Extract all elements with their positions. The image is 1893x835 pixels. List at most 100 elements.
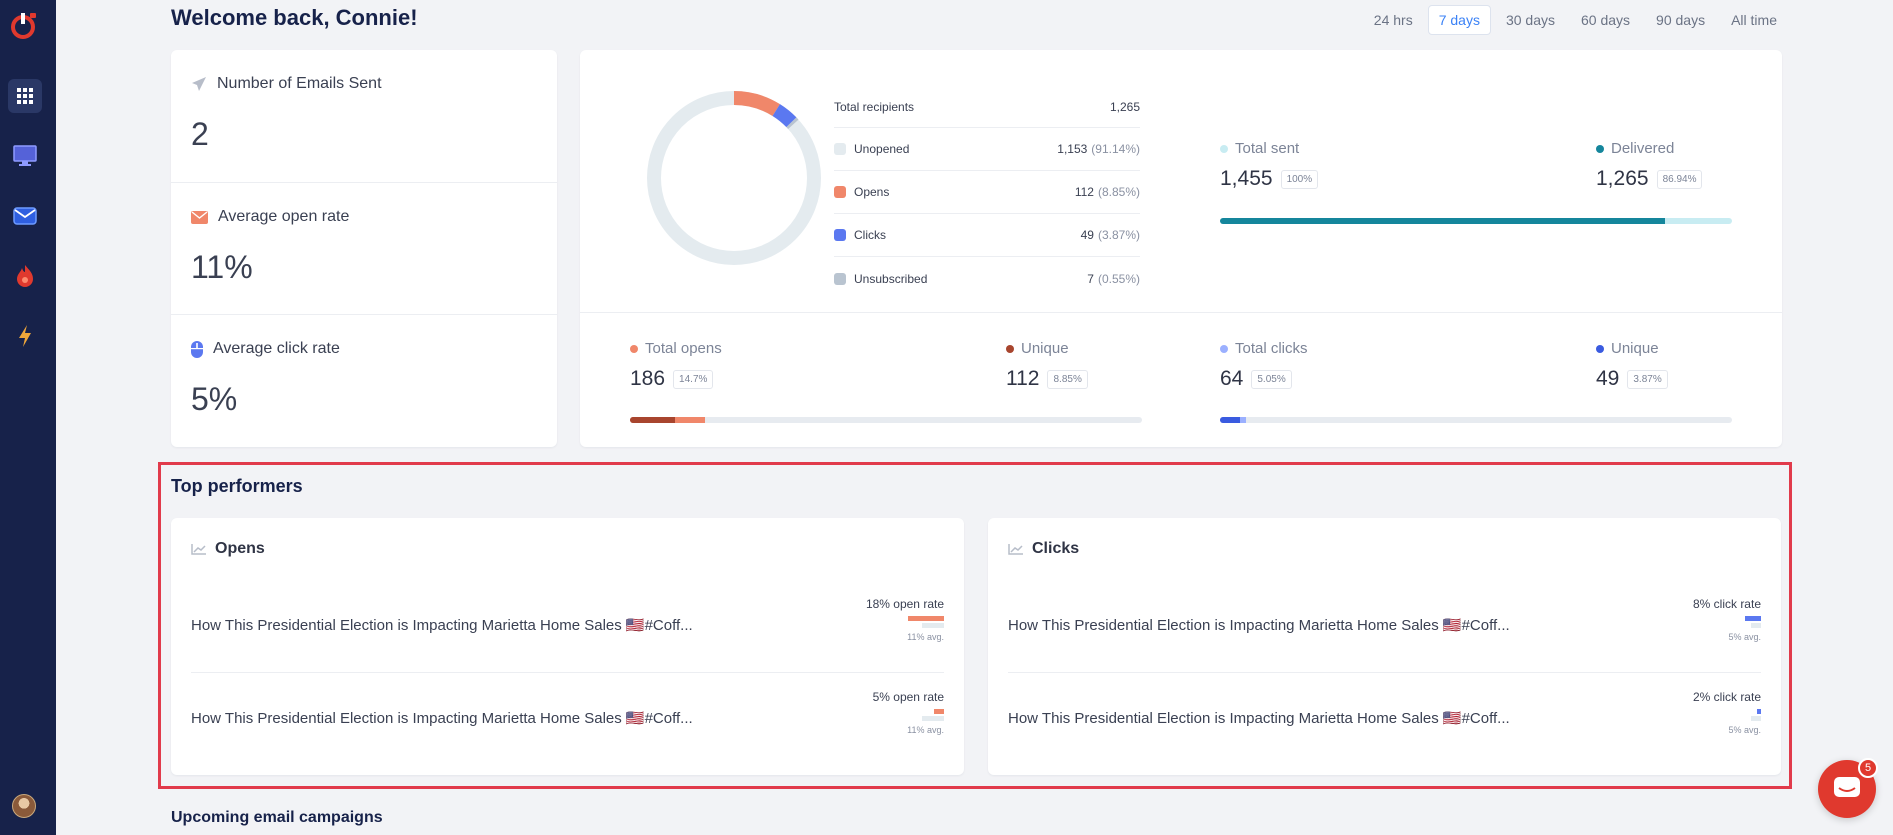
metric-value: 112 [1006, 367, 1040, 390]
legend-row-unopened: Unopened 1,153 (91.14%) [834, 128, 1140, 171]
stat-label: Number of Emails Sent [217, 75, 382, 92]
total-clicks-metric: Total clicks 64 5.05% [1220, 340, 1308, 391]
total-sent-metric: Total sent 1,455 100% [1220, 140, 1319, 191]
campaign-subject[interactable]: How This Presidential Election is Impact… [1008, 710, 1510, 727]
top-clicks-row[interactable]: How This Presidential Election is Impact… [1008, 580, 1761, 673]
card-title: Opens [215, 540, 265, 557]
delivered-dot [1596, 144, 1604, 153]
section-divider [580, 312, 1782, 313]
nav-automations[interactable] [8, 319, 42, 353]
chat-unread-badge: 5 [1858, 758, 1878, 778]
top-clicks-row[interactable]: How This Presidential Election is Impact… [1008, 673, 1761, 766]
legend-pct: (3.87%) [1097, 228, 1140, 242]
app-logo-icon[interactable] [10, 10, 38, 42]
trend-chart-icon [191, 544, 206, 555]
metric-value: 1,455 [1220, 167, 1273, 190]
top-opens-row[interactable]: How This Presidential Election is Impact… [191, 580, 944, 673]
top-opens-card: Opens How This Presidential Election is … [171, 518, 964, 775]
range-tab-7days[interactable]: 7 days [1427, 5, 1491, 35]
metric-pct-pill: 3.87% [1627, 369, 1668, 389]
range-tab-24hrs[interactable]: 24 hrs [1373, 12, 1413, 28]
legend-label: Unsubscribed [854, 271, 928, 286]
overview-card: Total recipients 1,265 Unopened 1,153 (9… [580, 50, 1782, 447]
recipients-legend: Total recipients 1,265 Unopened 1,153 (9… [834, 86, 1140, 300]
avg-label: 5% avg. [1728, 632, 1761, 642]
opens-swatch [834, 186, 846, 198]
click-rate-label: 2% click rate [1692, 690, 1761, 704]
metric-value: 186 [630, 367, 666, 390]
metric-label: Total clicks [1235, 340, 1308, 357]
campaign-subject[interactable]: How This Presidential Election is Impact… [191, 617, 693, 634]
rate-comparison-bars [1621, 614, 1761, 630]
metric-value: 64 [1220, 367, 1244, 390]
stat-value: 2 [191, 116, 209, 152]
top-performers-title: Top performers [171, 476, 303, 496]
top-opens-row[interactable]: How This Presidential Election is Impact… [191, 673, 944, 766]
range-tab-60days[interactable]: 60 days [1581, 12, 1631, 28]
metric-pct-pill: 8.85% [1047, 369, 1088, 389]
range-tab-90days[interactable]: 90 days [1656, 12, 1706, 28]
page-title: Welcome back, Connie! [171, 5, 418, 30]
nav-dashboard[interactable] [8, 79, 42, 113]
total-clicks-dot [1220, 344, 1228, 353]
upcoming-campaigns-title: Upcoming email campaigns [171, 809, 383, 826]
unique-opens-bar-fill [630, 417, 676, 423]
chat-icon [1834, 777, 1860, 797]
legend-pct: (0.55%) [1097, 271, 1140, 286]
total-sent-dot [1220, 144, 1228, 153]
unopened-swatch [834, 143, 846, 155]
stat-label: Average open rate [218, 208, 350, 225]
lightning-icon [19, 325, 31, 347]
avg-bar [1751, 716, 1761, 721]
range-tab-all-time[interactable]: All time [1731, 12, 1777, 28]
date-range-tabs: 24 hrs 7 days 30 days 60 days 90 days Al… [1363, 5, 1788, 35]
nav-hot-leads[interactable] [8, 259, 42, 293]
total-recipients-label: Total recipients [834, 99, 915, 114]
rate-bar [934, 709, 944, 714]
legend-row-opens: Opens 112 (8.85%) [834, 171, 1140, 214]
avg-bar [922, 623, 944, 628]
unique-clicks-metric: Unique 49 3.87% [1596, 340, 1668, 391]
rate-bar [1745, 616, 1761, 621]
metric-label: Unique [1021, 340, 1069, 357]
legend-label: Unopened [854, 142, 910, 156]
top-clicks-card: Clicks How This Presidential Election is… [988, 518, 1781, 775]
rate-bar [1757, 709, 1761, 714]
delivered-metric: Delivered 1,265 86.94% [1596, 140, 1703, 191]
unsubscribed-swatch [834, 272, 846, 285]
legend-row-clicks: Clicks 49 (3.87%) [834, 214, 1140, 257]
clicks-progress-bar [1220, 417, 1732, 423]
metric-label: Unique [1611, 340, 1659, 357]
total-opens-dot [630, 344, 638, 353]
legend-pct: (91.14%) [1091, 142, 1140, 156]
avg-bar [922, 716, 944, 721]
rate-bar [908, 616, 944, 621]
stat-value: 11% [191, 249, 253, 285]
nav-email[interactable] [8, 199, 42, 233]
clicks-swatch [834, 229, 846, 241]
unique-opens-metric: Unique 112 8.85% [1006, 340, 1088, 391]
delivered-bar-fill [1220, 218, 1666, 224]
nav-websites[interactable] [8, 139, 42, 173]
legend-pct: (8.85%) [1097, 185, 1140, 199]
avg-bar [1751, 623, 1761, 628]
rate-comparison-bars [1621, 707, 1761, 723]
legend-label: Opens [854, 185, 890, 199]
legend-value: 49 [1080, 228, 1094, 242]
stat-click-rate: Average click rate 5% [171, 314, 557, 446]
campaign-subject[interactable]: How This Presidential Election is Impact… [191, 710, 693, 727]
campaign-subject[interactable]: How This Presidential Election is Impact… [1008, 617, 1510, 634]
email-stats-card: Number of Emails Sent 2 Average open rat… [171, 50, 557, 447]
open-rate-label: 5% open rate [872, 690, 944, 704]
top-performers-highlight [158, 462, 1792, 789]
range-tab-30days[interactable]: 30 days [1505, 12, 1555, 28]
flame-icon [17, 265, 33, 287]
user-avatar[interactable] [12, 794, 36, 818]
stat-value: 5% [191, 381, 238, 417]
recipients-donut-chart [647, 91, 821, 265]
unique-clicks-bar-fill [1220, 417, 1240, 423]
metric-label: Total sent [1235, 140, 1300, 157]
metric-pct-pill: 5.05% [1251, 369, 1292, 389]
avg-label: 11% avg. [907, 725, 944, 735]
card-title: Clicks [1032, 540, 1080, 557]
